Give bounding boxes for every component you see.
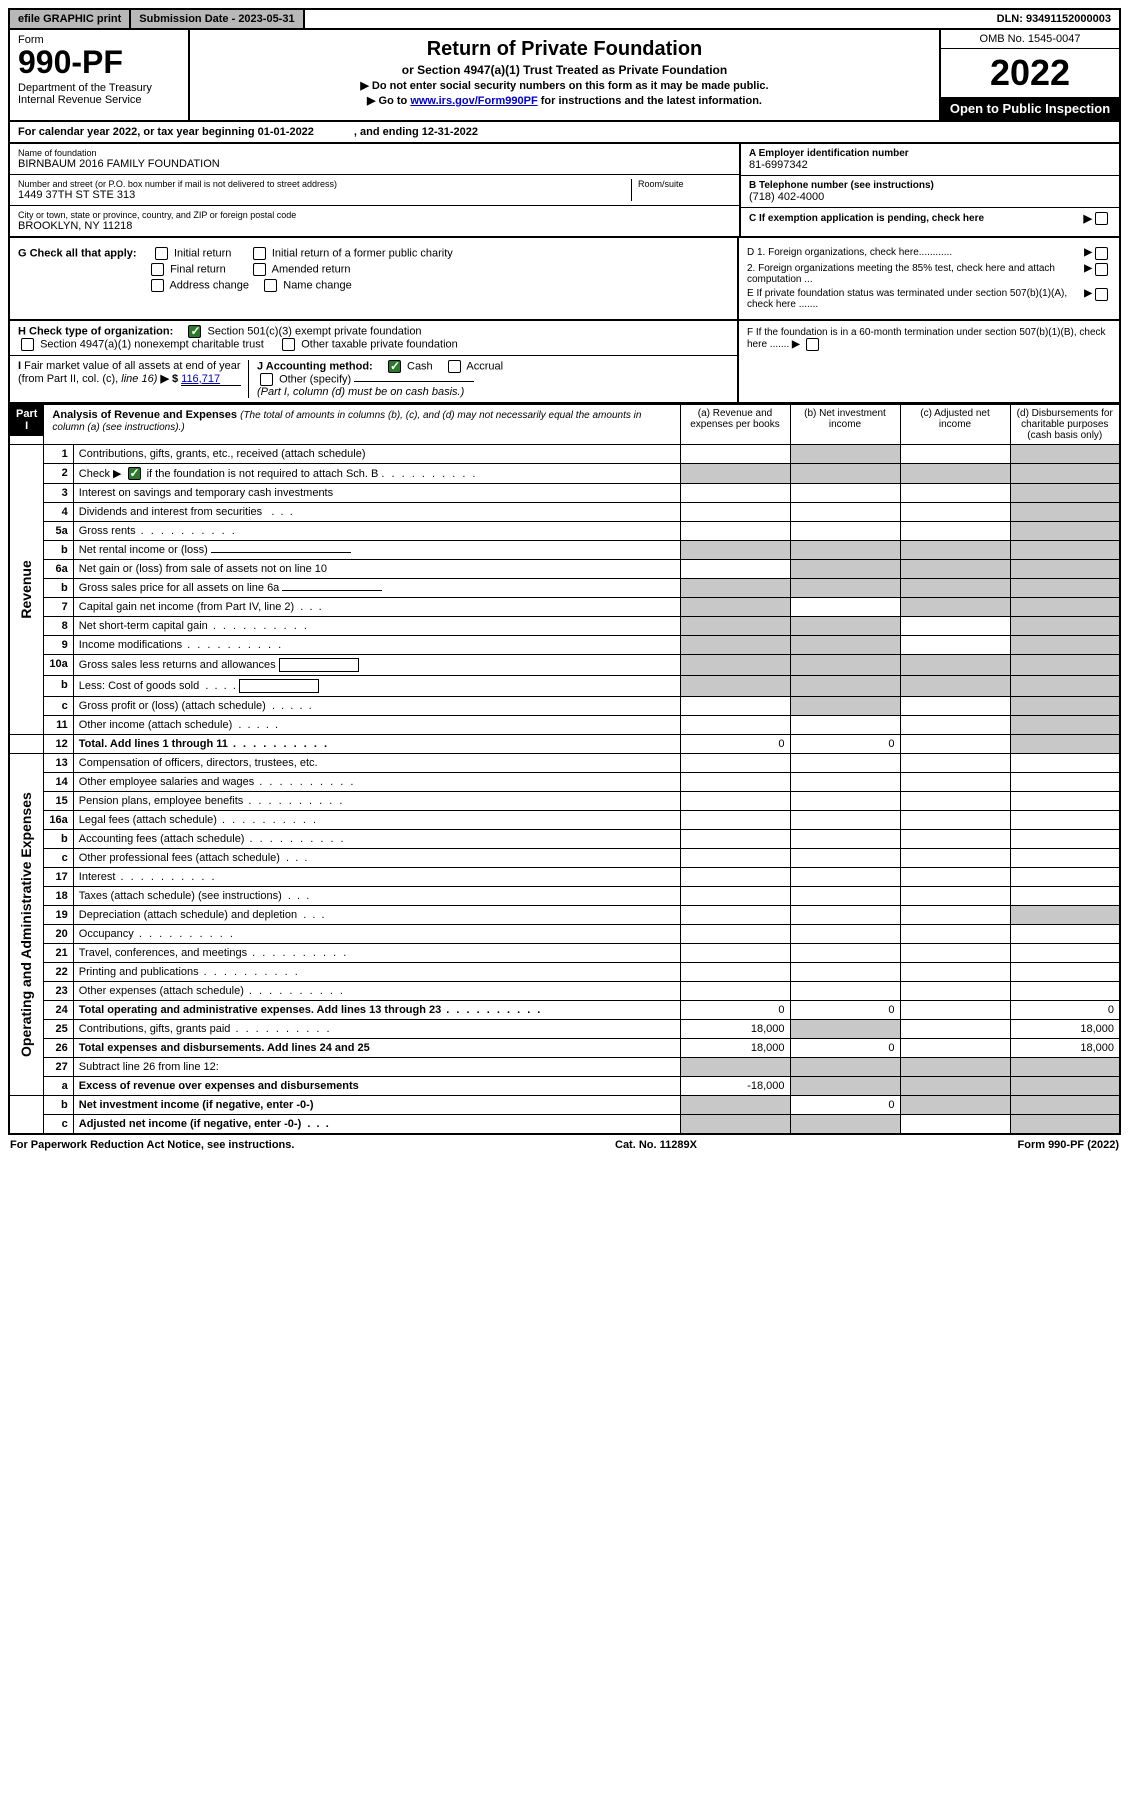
addr-value: 1449 37TH ST STE 313 <box>18 189 631 201</box>
part1-table: Part I Analysis of Revenue and Expenses … <box>8 404 1121 1136</box>
header-right: OMB No. 1545-0047 2022 Open to Public In… <box>939 30 1119 120</box>
g-amended-checkbox[interactable] <box>253 263 266 276</box>
h-label: H Check type of organization: <box>18 325 173 337</box>
addr-label: Number and street (or P.O. box number if… <box>18 179 631 189</box>
h-other-checkbox[interactable] <box>282 338 295 351</box>
e-label: E If private foundation status was termi… <box>747 288 1084 310</box>
calyear-begin: For calendar year 2022, or tax year begi… <box>18 126 314 138</box>
ein-label: A Employer identification number <box>749 148 1111 159</box>
tel-value: (718) 402-4000 <box>749 191 1111 203</box>
pending-label: C If exemption application is pending, c… <box>749 213 1084 224</box>
d1-checkbox[interactable] <box>1095 247 1108 260</box>
open-inspection: Open to Public Inspection <box>941 97 1119 120</box>
footer-mid: Cat. No. 11289X <box>615 1139 697 1151</box>
instr-1: ▶ Do not enter social security numbers o… <box>200 79 929 92</box>
col-c: (c) Adjusted net income <box>900 404 1010 444</box>
arrow-icon: ▶ <box>1084 212 1092 225</box>
h-4947-checkbox[interactable] <box>21 338 34 351</box>
g-address-checkbox[interactable] <box>151 279 164 292</box>
form-title: Return of Private Foundation <box>200 38 929 61</box>
calyear-end: , and ending 12-31-2022 <box>354 126 478 138</box>
part1-title: Analysis of Revenue and Expenses <box>52 409 237 421</box>
form-subtitle: or Section 4947(a)(1) Trust Treated as P… <box>200 63 929 77</box>
info-block: Name of foundation BIRNBAUM 2016 FAMILY … <box>8 144 1121 238</box>
g-name-checkbox[interactable] <box>264 279 277 292</box>
city-label: City or town, state or province, country… <box>18 210 731 220</box>
city-value: BROOKLYN, NY 11218 <box>18 220 731 232</box>
header-center: Return of Private Foundation or Section … <box>190 30 939 120</box>
dln-label: DLN: 93491152000003 <box>989 10 1119 28</box>
submission-date: Submission Date - 2023-05-31 <box>131 10 304 28</box>
instr-2: ▶ Go to www.irs.gov/Form990PF for instru… <box>200 94 929 107</box>
j-note: (Part I, column (d) must be on cash basi… <box>257 386 464 398</box>
d2-label: 2. Foreign organizations meeting the 85%… <box>747 263 1084 285</box>
checks-block: G Check all that apply: Initial return I… <box>8 238 1121 321</box>
schb-checkbox[interactable] <box>128 467 141 480</box>
form-header: Form 990-PF Department of the TreasuryIn… <box>8 30 1121 122</box>
hij-left: H Check type of organization: Section 50… <box>10 321 739 402</box>
calendar-year-row: For calendar year 2022, or tax year begi… <box>8 122 1121 144</box>
tel-label: B Telephone number (see instructions) <box>749 180 1111 191</box>
d-section: D 1. Foreign organizations, check here..… <box>739 238 1119 319</box>
fmv-value[interactable]: 116,717 <box>181 373 241 386</box>
footer-left: For Paperwork Reduction Act Notice, see … <box>10 1139 294 1151</box>
foundation-name: BIRNBAUM 2016 FAMILY FOUNDATION <box>18 158 731 170</box>
tax-year: 2022 <box>941 49 1119 97</box>
g-final-checkbox[interactable] <box>151 263 164 276</box>
f-label: F If the foundation is in a 60-month ter… <box>747 327 1106 350</box>
dept-label: Department of the TreasuryInternal Reven… <box>18 82 180 106</box>
g-label: G Check all that apply: <box>18 247 137 259</box>
g-initial-former-checkbox[interactable] <box>253 247 266 260</box>
j-other-checkbox[interactable] <box>260 373 273 386</box>
footer: For Paperwork Reduction Act Notice, see … <box>8 1135 1121 1155</box>
col-d: (d) Disbursements for charitable purpose… <box>1010 404 1120 444</box>
revenue-side: Revenue <box>9 444 44 735</box>
d1-label: D 1. Foreign organizations, check here..… <box>747 247 1084 258</box>
name-label: Name of foundation <box>18 148 731 158</box>
e-checkbox[interactable] <box>1095 288 1108 301</box>
info-left: Name of foundation BIRNBAUM 2016 FAMILY … <box>10 144 739 236</box>
efile-label[interactable]: efile GRAPHIC print <box>10 10 131 28</box>
g-section: G Check all that apply: Initial return I… <box>10 238 739 319</box>
expenses-side: Operating and Administrative Expenses <box>9 754 44 1096</box>
pending-checkbox[interactable] <box>1095 212 1108 225</box>
part1-label: Part I <box>10 404 43 436</box>
info-right: A Employer identification number 81-6997… <box>739 144 1119 236</box>
form-number: 990-PF <box>18 46 180 78</box>
col-a: (a) Revenue and expenses per books <box>680 404 790 444</box>
f-checkbox[interactable] <box>806 338 819 351</box>
omb-number: OMB No. 1545-0047 <box>941 30 1119 49</box>
h-501c3-checkbox[interactable] <box>188 325 201 338</box>
j-label: J Accounting method: <box>257 360 373 372</box>
ein-value: 81-6997342 <box>749 159 1111 171</box>
top-bar: efile GRAPHIC print Submission Date - 20… <box>8 8 1121 30</box>
irs-link[interactable]: www.irs.gov/Form990PF <box>410 95 537 107</box>
f-section: F If the foundation is in a 60-month ter… <box>739 321 1119 402</box>
footer-right: Form 990-PF (2022) <box>1018 1139 1120 1151</box>
room-label: Room/suite <box>638 179 731 189</box>
d2-checkbox[interactable] <box>1095 263 1108 276</box>
col-b: (b) Net investment income <box>790 404 900 444</box>
header-left: Form 990-PF Department of the TreasuryIn… <box>10 30 190 120</box>
j-cash-checkbox[interactable] <box>388 360 401 373</box>
hij-block: H Check type of organization: Section 50… <box>8 321 1121 404</box>
g-initial-checkbox[interactable] <box>155 247 168 260</box>
j-accrual-checkbox[interactable] <box>448 360 461 373</box>
